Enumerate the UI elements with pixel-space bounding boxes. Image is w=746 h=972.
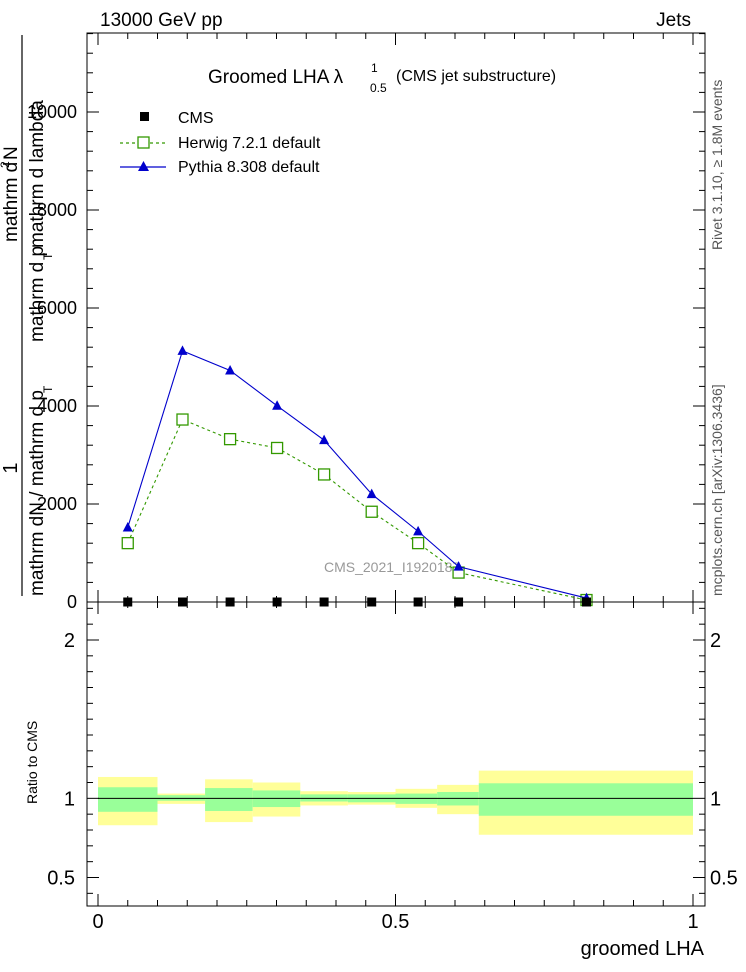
header-jets: Jets: [656, 10, 691, 31]
y-tick-label: 0: [67, 592, 77, 612]
ratio-ylabel: Ratio to CMS: [24, 721, 40, 804]
y-tick-label: 8000: [37, 200, 77, 220]
ratio-plot-ticks: [87, 602, 705, 906]
rivet-version-text: Rivet 3.1.10, ≥ 1.8M events: [709, 80, 725, 250]
ratio-y-tick-label-left: 0.5: [47, 868, 75, 890]
ylabel-inner-den: mathrm d p: [27, 246, 48, 342]
legend: CMS Herwig 7.2.1 default Pythia 8.308 de…: [120, 110, 321, 176]
header-energy: 13000 GeV pp: [100, 10, 223, 31]
ratio-y-tick-label-right: 2: [710, 630, 721, 652]
pythia-point: [319, 434, 330, 445]
ratio-inner-band: [98, 787, 158, 812]
pythia-point: [122, 521, 133, 532]
legend-herwig-label: Herwig 7.2.1 default: [178, 135, 321, 152]
ratio-inner-band: [205, 788, 253, 811]
title-superscript: 1: [371, 61, 378, 75]
ratio-inner-band: [478, 783, 693, 816]
y-tick-label: 6000: [37, 298, 77, 318]
y-tick-label: 10000: [27, 102, 77, 122]
ratio-y-tick-labels: 0.5 0.5 1 1 2 2: [47, 630, 738, 890]
x-tick-label: 0: [92, 911, 103, 933]
main-plot-title: Groomed LHA λ 1 0.5 (CMS jet substructur…: [208, 61, 556, 95]
legend-pythia-label: Pythia 8.308 default: [178, 159, 320, 176]
ratio-y-tick-label-left: 1: [64, 788, 75, 810]
ratio-plot-frame: [86, 601, 706, 907]
ylabel-inner-den-rest: mathrm d lambda: [27, 100, 48, 248]
ylabel-top-n: N: [1, 146, 22, 160]
title-subscript: 0.5: [370, 81, 387, 95]
herwig-series: [121, 413, 593, 607]
legend-herwig-marker: [137, 136, 150, 149]
main-plot-y-tick-labels: 0 2000 4000 6000 8000 10000: [27, 102, 77, 612]
herwig-point: [223, 432, 237, 446]
herwig-point: [121, 536, 134, 550]
ylabel-inner-den-sub: T: [41, 252, 55, 260]
x-tick-label: 0.5: [382, 911, 410, 933]
x-tick-labels: 0 0.5 1: [92, 911, 698, 933]
ratio-y-tick-label-left: 2: [64, 630, 75, 652]
title-main: Groomed LHA λ: [208, 67, 344, 88]
y-tick-label: 2000: [37, 494, 77, 514]
ratio-y-tick-label-right: 0.5: [710, 868, 738, 890]
x-tick-label: 1: [687, 911, 698, 933]
ratio-y-tick-label-right: 1: [710, 788, 721, 810]
pythia-point: [177, 345, 188, 355]
pythia-series: [122, 345, 592, 603]
legend-cms-marker: [140, 112, 149, 121]
ratio-bands: [98, 770, 693, 835]
analysis-watermark: CMS_2021_I1920187: [324, 559, 460, 575]
ylabel-numerator: 1: [0, 462, 22, 473]
pythia-point: [272, 400, 283, 410]
ylabel-top-sup: 2: [0, 161, 12, 168]
pythia-point: [453, 561, 464, 571]
legend-cms-label: CMS: [178, 110, 214, 127]
title-suffix: (CMS jet substructure): [396, 68, 556, 85]
pythia-point: [366, 488, 377, 499]
pythia-point: [225, 364, 236, 375]
ylabel-top-mathrm: mathrm d: [1, 162, 22, 242]
main-plot-ylabel: 1 mathrm dN / mathrm d p T mathrm d 2 N …: [0, 35, 55, 596]
herwig-point: [317, 468, 331, 481]
mcplots-text: mcplots.cern.ch [arXiv:1306.3436]: [709, 384, 725, 596]
pythia-point: [413, 525, 424, 536]
herwig-point: [365, 505, 378, 518]
herwig-point: [176, 413, 189, 426]
herwig-point: [270, 441, 284, 455]
x-axis-label: groomed LHA: [581, 938, 705, 960]
ylabel-denominator-sub: T: [41, 385, 55, 393]
legend-pythia-marker: [138, 161, 149, 171]
y-tick-label: 4000: [37, 396, 77, 416]
herwig-point: [411, 536, 425, 550]
ylabel-denominator: mathrm dN / mathrm d p: [27, 390, 48, 596]
